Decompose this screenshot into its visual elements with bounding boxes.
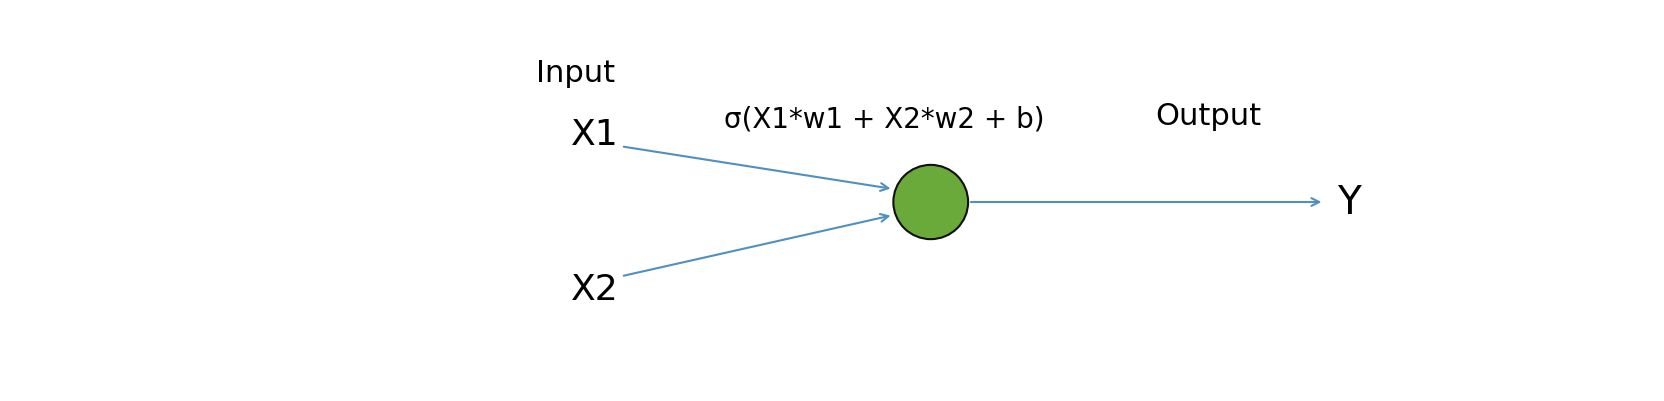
- Text: σ(X1*w1 + X2*w2 + b): σ(X1*w1 + X2*w2 + b): [724, 105, 1043, 133]
- Text: Output: Output: [1155, 101, 1260, 130]
- Text: X2: X2: [571, 272, 619, 306]
- Text: X1: X1: [571, 117, 619, 152]
- Text: Y: Y: [1336, 184, 1359, 221]
- Ellipse shape: [894, 166, 967, 239]
- Text: Input: Input: [536, 59, 616, 87]
